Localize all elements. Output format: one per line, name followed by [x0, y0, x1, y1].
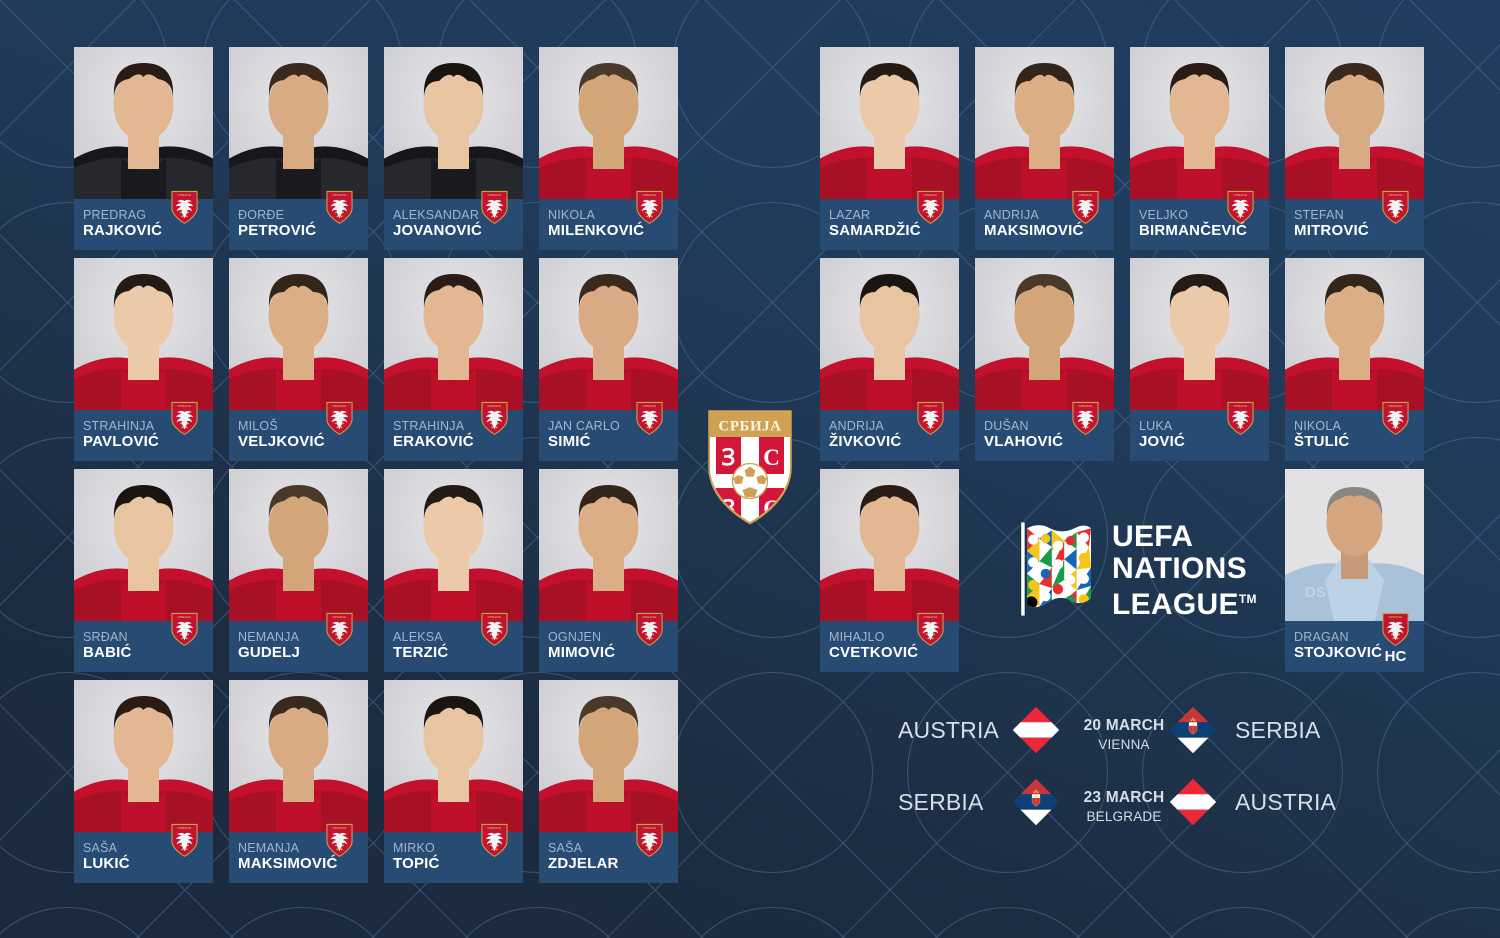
svg-text:СРБИЈА: СРБИЈА [1388, 193, 1403, 197]
svg-text:СРБИЈА: СРБИЈА [1233, 193, 1248, 197]
svg-text:СРБИЈА: СРБИЈА [487, 826, 502, 830]
svg-text:СРБИЈА: СРБИЈА [642, 615, 657, 619]
svg-text:СРБИЈА: СРБИЈА [1078, 193, 1093, 197]
svg-text:СРБИЈА: СРБИЈА [332, 404, 347, 408]
svg-text:СРБИЈА: СРБИЈА [487, 615, 502, 619]
svg-text:СРБИЈА: СРБИЈА [923, 193, 938, 197]
svg-text:СРБИЈА: СРБИЈА [1388, 615, 1403, 619]
svg-text:СРБИЈА: СРБИЈА [1078, 404, 1093, 408]
svg-text:СРБИЈА: СРБИЈА [923, 404, 938, 408]
svg-text:СРБИЈА: СРБИЈА [332, 615, 347, 619]
svg-text:СРБИЈА: СРБИЈА [1388, 404, 1403, 408]
svg-text:СРБИЈА: СРБИЈА [642, 826, 657, 830]
svg-text:СРБИЈА: СРБИЈА [177, 615, 192, 619]
svg-text:СРБИЈА: СРБИЈА [332, 826, 347, 830]
svg-text:C: C [763, 445, 780, 470]
svg-text:СРБИЈА: СРБИЈА [642, 404, 657, 408]
svg-text:СРБИЈА: СРБИЈА [1233, 404, 1248, 408]
svg-text:СРБИЈА: СРБИЈА [642, 193, 657, 197]
svg-text:СРБИЈА: СРБИЈА [719, 419, 782, 435]
svg-text:СРБИЈА: СРБИЈА [332, 193, 347, 197]
svg-text:СРБИЈА: СРБИЈА [177, 193, 192, 197]
svg-text:Ɜ: Ɜ [722, 445, 736, 470]
svg-text:DS: DS [1305, 584, 1326, 601]
svg-text:СРБИЈА: СРБИЈА [487, 193, 502, 197]
svg-text:СРБИЈА: СРБИЈА [923, 615, 938, 619]
svg-text:СРБИЈА: СРБИЈА [177, 404, 192, 408]
svg-text:СРБИЈА: СРБИЈА [487, 404, 502, 408]
svg-text:СРБИЈА: СРБИЈА [177, 826, 192, 830]
